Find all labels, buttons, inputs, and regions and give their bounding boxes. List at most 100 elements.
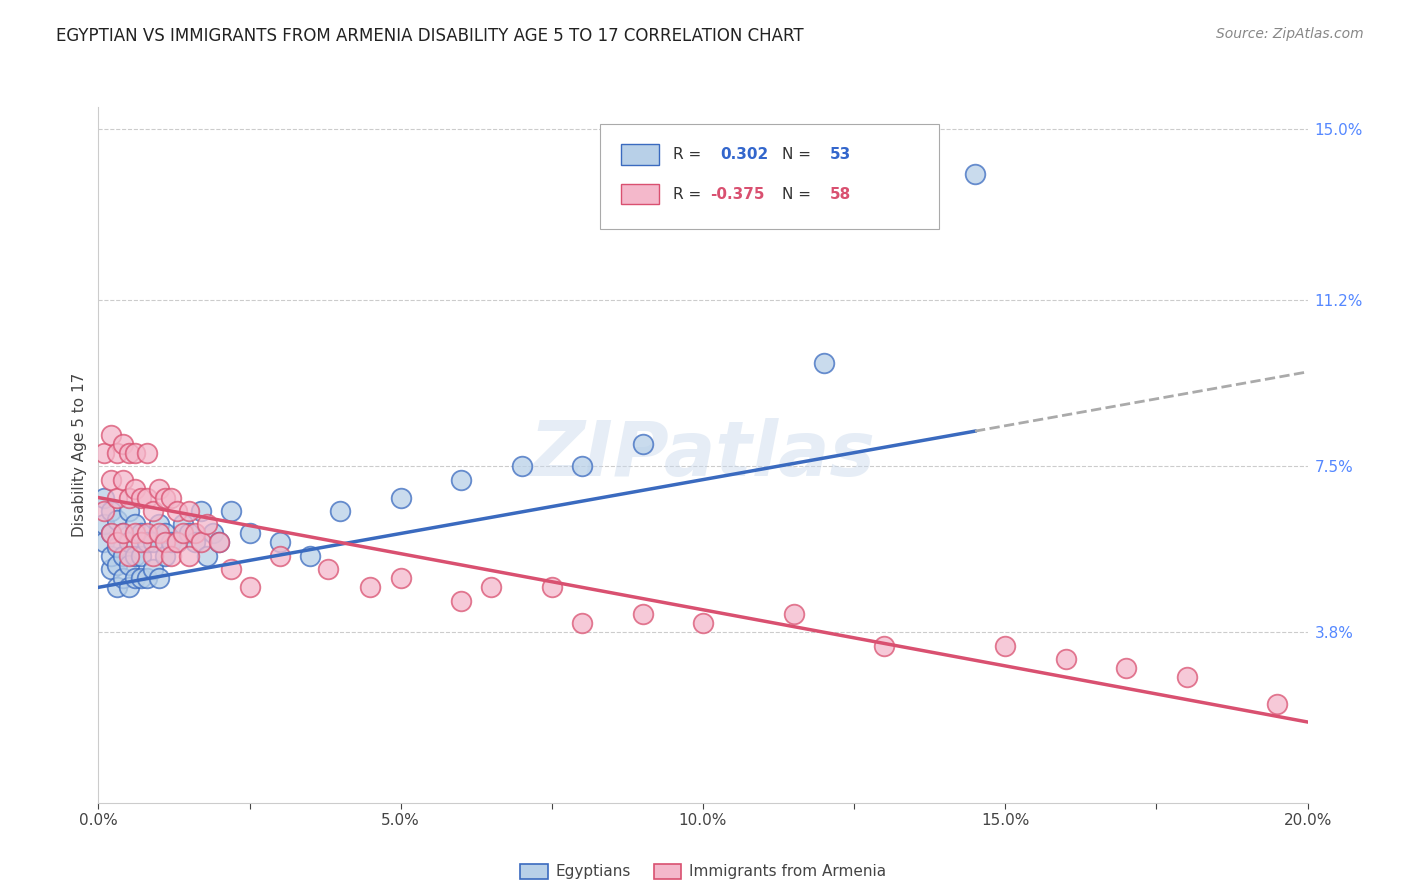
Point [783, 607, 806, 622]
Point [100, 549, 122, 563]
Point [316, 562, 339, 576]
Text: 58: 58 [830, 186, 851, 202]
Point [105, 513, 128, 527]
Point [1054, 652, 1077, 666]
Point [142, 535, 165, 549]
Point [160, 549, 183, 563]
Point [124, 549, 146, 563]
Point [100, 526, 122, 541]
Point [631, 607, 654, 622]
Point [100, 473, 122, 487]
Point [1115, 661, 1137, 675]
Point [105, 580, 128, 594]
Point [166, 535, 188, 549]
Point [153, 491, 176, 505]
Point [692, 616, 714, 631]
Point [118, 445, 141, 459]
Legend: Egyptians, Immigrants from Armenia: Egyptians, Immigrants from Armenia [515, 857, 891, 886]
Point [105, 491, 128, 505]
Point [540, 580, 562, 594]
Point [450, 473, 472, 487]
Point [269, 535, 291, 549]
Point [142, 549, 165, 563]
Point [239, 580, 262, 594]
Point [1267, 697, 1289, 711]
Text: 53: 53 [830, 147, 851, 161]
Point [105, 535, 128, 549]
Point [111, 473, 134, 487]
Point [111, 571, 134, 585]
Point [124, 526, 146, 541]
Point [269, 549, 291, 563]
Point [100, 562, 122, 576]
Point [93, 517, 115, 532]
Point [148, 482, 170, 496]
Point [994, 639, 1017, 653]
Point [239, 526, 262, 541]
Point [124, 445, 146, 459]
Point [118, 535, 141, 549]
Point [160, 535, 183, 549]
Point [129, 549, 152, 563]
Point [221, 504, 243, 518]
Point [184, 535, 207, 549]
Text: -0.375: -0.375 [710, 186, 765, 202]
Point [105, 445, 128, 459]
Point [118, 580, 141, 594]
Point [129, 491, 152, 505]
Point [450, 594, 472, 608]
Point [179, 504, 201, 518]
Point [135, 571, 157, 585]
Point [389, 571, 412, 585]
Point [172, 526, 194, 541]
Point [118, 504, 141, 518]
Point [329, 504, 352, 518]
Point [93, 504, 115, 518]
Point [105, 540, 128, 554]
Point [153, 549, 176, 563]
Point [153, 526, 176, 541]
Point [100, 427, 122, 442]
Point [481, 580, 503, 594]
Point [153, 535, 176, 549]
Y-axis label: Disability Age 5 to 17: Disability Age 5 to 17 [72, 373, 87, 537]
Point [100, 504, 122, 518]
Point [135, 491, 157, 505]
Point [111, 549, 134, 563]
Text: R =: R = [673, 186, 706, 202]
Point [111, 436, 134, 450]
Point [571, 616, 593, 631]
Text: 0.302: 0.302 [720, 147, 768, 161]
Point [873, 639, 896, 653]
Point [1175, 670, 1198, 684]
Point [93, 535, 115, 549]
Point [135, 445, 157, 459]
Point [195, 517, 218, 532]
Point [100, 526, 122, 541]
Point [118, 491, 141, 505]
Text: EGYPTIAN VS IMMIGRANTS FROM ARMENIA DISABILITY AGE 5 TO 17 CORRELATION CHART: EGYPTIAN VS IMMIGRANTS FROM ARMENIA DISA… [56, 27, 804, 45]
Text: N =: N = [782, 186, 815, 202]
Point [813, 356, 835, 370]
Point [142, 562, 165, 576]
Point [129, 535, 152, 549]
Point [190, 535, 212, 549]
Point [221, 562, 243, 576]
Point [148, 517, 170, 532]
Point [571, 459, 593, 474]
Point [965, 167, 987, 181]
Point [166, 504, 188, 518]
Point [172, 517, 194, 532]
Point [184, 526, 207, 541]
Point [179, 526, 201, 541]
Point [179, 549, 201, 563]
Point [360, 580, 382, 594]
Point [202, 526, 225, 541]
Text: Source: ZipAtlas.com: Source: ZipAtlas.com [1216, 27, 1364, 41]
Text: ZIPatlas: ZIPatlas [530, 418, 876, 491]
Point [124, 517, 146, 532]
Point [389, 491, 412, 505]
Point [190, 504, 212, 518]
Point [111, 526, 134, 541]
Point [124, 571, 146, 585]
